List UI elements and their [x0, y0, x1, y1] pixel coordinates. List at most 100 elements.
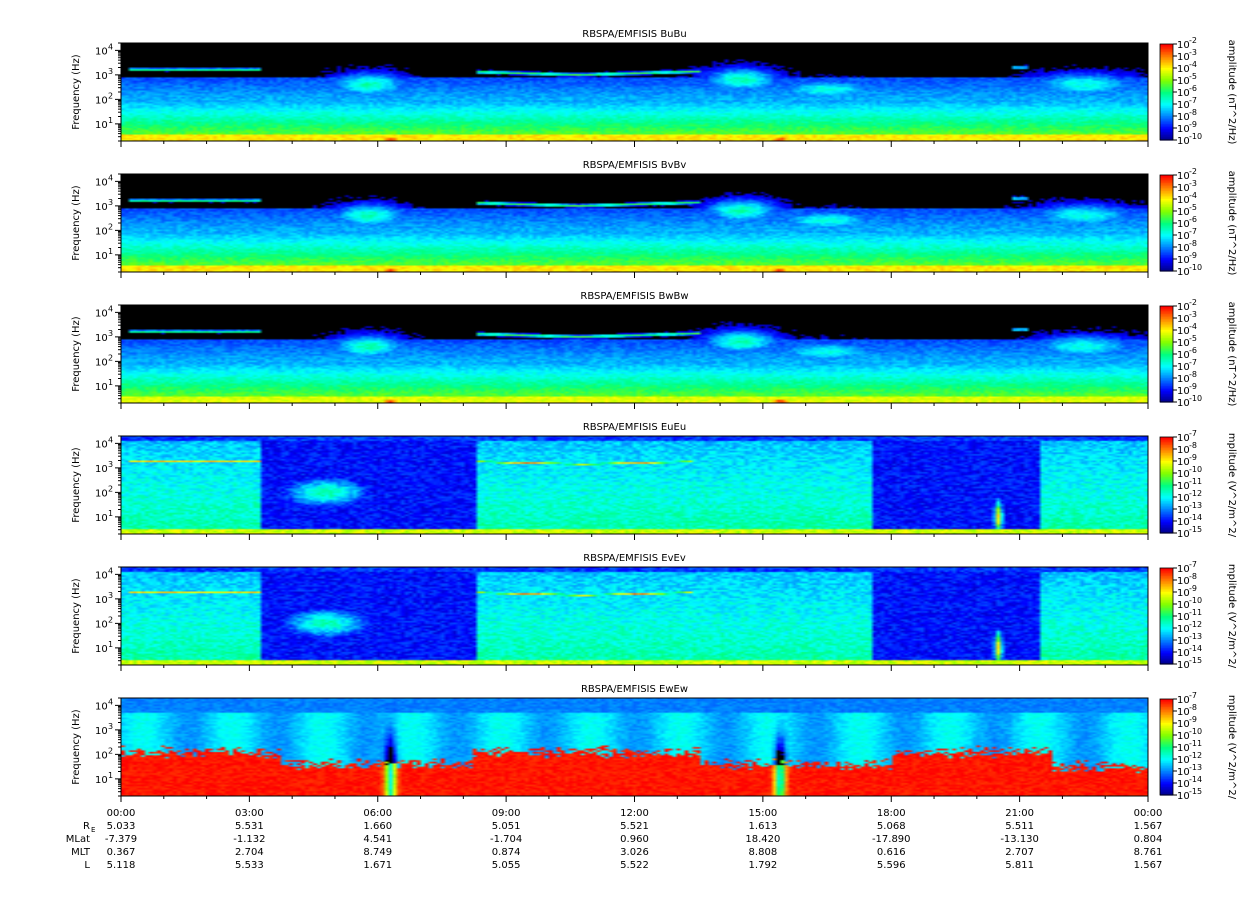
colorbar-swatch: [1160, 715, 1173, 718]
colorbar-swatch: [1160, 729, 1173, 732]
y-tick-label: 10: [95, 464, 108, 475]
colorbar-swatch: [1160, 50, 1173, 53]
colorbar-swatch: [1160, 119, 1173, 122]
colorbar-swatch: [1160, 109, 1173, 112]
colorbar-swatch: [1160, 376, 1173, 379]
ephemeris-row-label: MLT: [71, 847, 91, 858]
ephemeris-value: 0.874: [492, 847, 521, 858]
colorbar-tick-label: 10: [1177, 338, 1190, 349]
colorbar-swatch: [1160, 191, 1173, 194]
colorbar-tick-exponent: -10: [1189, 727, 1202, 736]
colorbar-swatch: [1160, 446, 1173, 449]
y-tick-label: 10: [95, 308, 108, 319]
colorbar-tick-exponent: -11: [1189, 739, 1202, 748]
colorbar-swatch: [1160, 55, 1173, 58]
colorbar-swatch: [1160, 344, 1173, 347]
colorbar-swatch: [1160, 705, 1173, 708]
colorbar-swatch: [1160, 350, 1173, 353]
y-tick-exponent: 4: [108, 173, 113, 182]
colorbar-swatch: [1160, 721, 1173, 724]
y-tick-exponent: 1: [108, 771, 113, 780]
colorbar-swatch: [1160, 766, 1173, 769]
colorbar-swatch: [1160, 200, 1173, 203]
colorbar-swatch: [1160, 88, 1173, 91]
colorbar-swatch: [1160, 253, 1173, 256]
y-tick-exponent: 1: [108, 247, 113, 256]
colorbar-swatch: [1160, 199, 1173, 202]
colorbar-swatch: [1160, 315, 1173, 318]
colorbar-swatch: [1160, 624, 1173, 627]
colorbar-swatch: [1160, 352, 1173, 355]
colorbar-swatch: [1160, 633, 1173, 636]
colorbar-swatch: [1160, 116, 1173, 119]
colorbar-swatch: [1160, 473, 1173, 476]
y-tick-label: 10: [95, 570, 108, 581]
colorbar-swatch: [1160, 74, 1173, 77]
colorbar-swatch: [1160, 755, 1173, 758]
colorbar-swatch: [1160, 226, 1173, 229]
colorbar-tick-label: 10: [1177, 433, 1190, 444]
colorbar-swatch: [1160, 758, 1173, 761]
spectrogram-heatmap: [121, 305, 1148, 403]
colorbar-swatch: [1160, 499, 1173, 502]
ephemeris-value: 8.749: [363, 847, 392, 858]
colorbar-swatch: [1160, 523, 1173, 526]
colorbar-swatch: [1160, 104, 1173, 107]
ephemeris-value: 1.613: [749, 821, 778, 832]
colorbar-swatch: [1160, 328, 1173, 331]
ephemeris-value: 5.521: [620, 821, 649, 832]
colorbar-swatch: [1160, 259, 1173, 262]
y-tick-exponent: 1: [108, 509, 113, 518]
colorbar-tick-exponent: -4: [1189, 322, 1197, 331]
colorbar-swatch: [1160, 585, 1173, 588]
ephemeris-value: -1.132: [233, 834, 265, 845]
colorbar-tick-exponent: -8: [1189, 572, 1197, 581]
colorbar-swatch: [1160, 307, 1173, 310]
colorbar-tick-label: 10: [1177, 374, 1190, 385]
x-tick-label: 15:00: [748, 808, 777, 819]
y-tick-label: 10: [95, 71, 108, 82]
colorbar-swatch: [1160, 82, 1173, 85]
colorbar-swatch: [1160, 617, 1173, 620]
colorbar-swatch: [1160, 362, 1173, 365]
colorbar-swatch: [1160, 184, 1173, 187]
colorbar-swatch: [1160, 250, 1173, 253]
colorbar-swatch: [1160, 368, 1173, 371]
colorbar-swatch: [1160, 700, 1173, 703]
colorbar-swatch: [1160, 713, 1173, 716]
colorbar-tick-label: 10: [1177, 791, 1190, 802]
colorbar-tick-label: 10: [1177, 386, 1190, 397]
y-tick-label: 10: [95, 488, 108, 499]
colorbar-tick-exponent: -14: [1189, 775, 1202, 784]
y-tick-label: 10: [95, 251, 108, 262]
colorbar-swatch: [1160, 92, 1173, 95]
ephemeris-value: 0.960: [620, 834, 649, 845]
colorbar-swatch: [1160, 622, 1173, 625]
colorbar-swatch: [1160, 264, 1173, 267]
colorbar-swatch: [1160, 702, 1173, 705]
colorbar-swatch: [1160, 266, 1173, 269]
y-tick-exponent: 3: [108, 722, 113, 731]
colorbar-swatch: [1160, 237, 1173, 240]
colorbar-tick-exponent: -10: [1189, 394, 1202, 403]
ephemeris-value: 1.671: [363, 860, 392, 871]
colorbar-swatch: [1160, 726, 1173, 729]
colorbar-swatch: [1160, 494, 1173, 497]
colorbar-swatch: [1160, 124, 1173, 127]
colorbar-tick-exponent: -7: [1189, 691, 1197, 700]
colorbar-swatch: [1160, 464, 1173, 467]
colorbar-swatch: [1160, 136, 1173, 139]
y-tick-exponent: 4: [108, 304, 113, 313]
ephemeris-row-label: MLat: [66, 834, 90, 845]
colorbar-tick-exponent: -13: [1189, 632, 1202, 641]
colorbar-swatch: [1160, 790, 1173, 793]
spectrogram-heatmap: [121, 43, 1148, 141]
colorbar-swatch: [1160, 347, 1173, 350]
colorbar-swatch: [1160, 489, 1173, 492]
colorbar-swatch: [1160, 488, 1173, 491]
colorbar: 10-210-310-410-510-610-710-810-910-10 amp…: [1159, 298, 1237, 409]
colorbar-tick-exponent: -9: [1189, 120, 1197, 129]
